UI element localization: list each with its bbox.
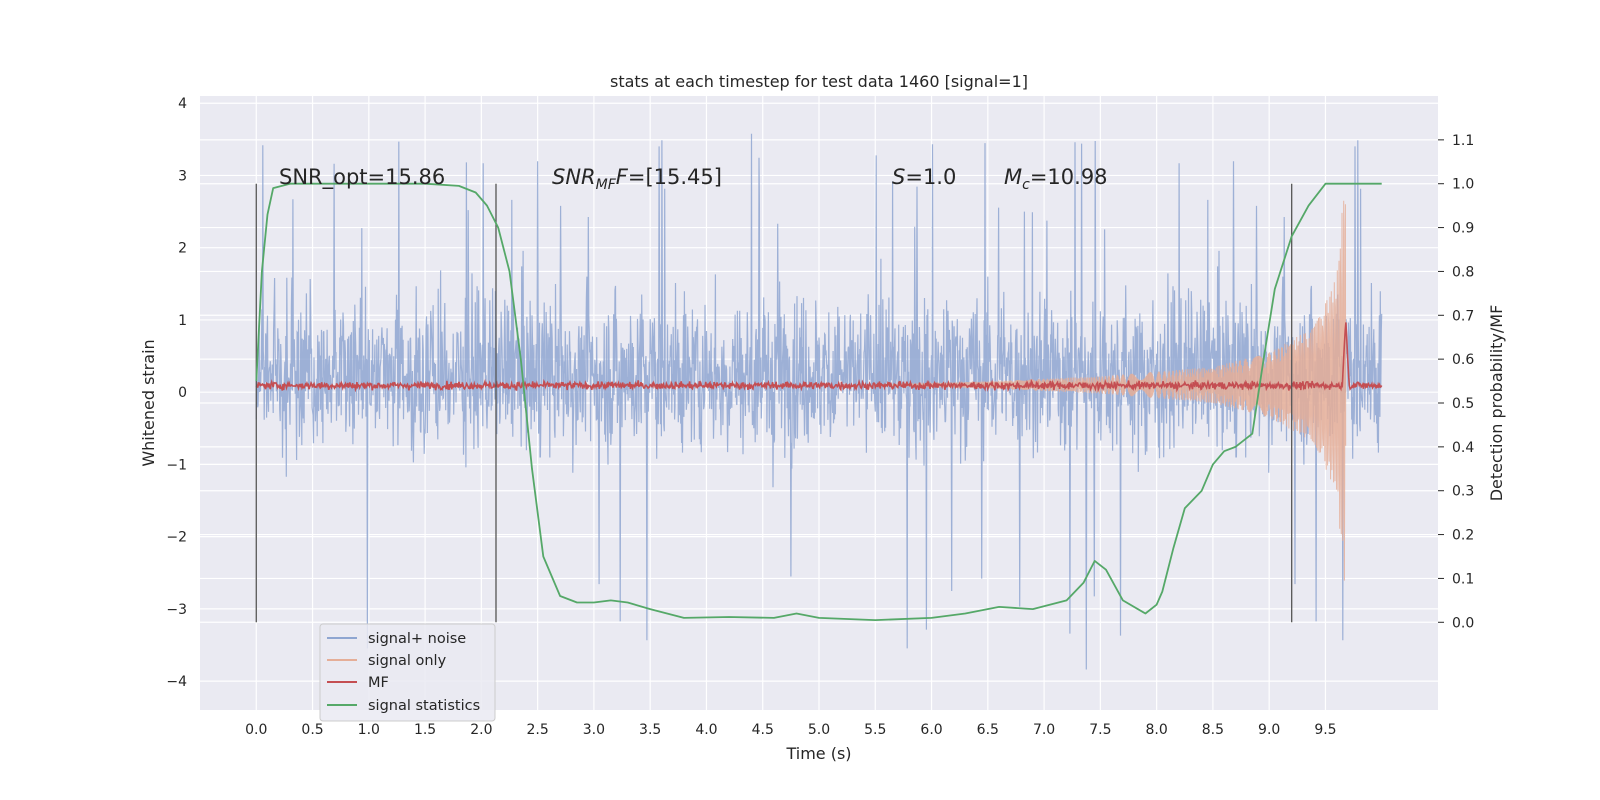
- annotation-mc-base: M: [1004, 165, 1022, 189]
- series-signal-statistics: [255, 182, 1382, 621]
- x-tick-label: 6.5: [977, 722, 999, 738]
- chart-title: stats at each timestep for test data 146…: [610, 72, 1028, 91]
- y-left-tick-label: −2: [166, 530, 187, 546]
- y-left-tick-label: 0: [178, 385, 187, 401]
- y-right-tick-label: 0.8: [1452, 264, 1474, 280]
- x-tick-label: 4.0: [695, 722, 717, 738]
- legend-label-mf: MF: [368, 675, 389, 691]
- y-right-tick-label: 0.4: [1452, 440, 1474, 456]
- y-left-tick-label: −3: [166, 602, 187, 618]
- y-right-tick-label: 0.9: [1452, 221, 1474, 237]
- annotation-snr-mf-f: F: [616, 165, 629, 189]
- legend-box: [319, 623, 496, 722]
- x-tick-label: 8.5: [1202, 722, 1224, 738]
- y-left-tick-label: 1: [178, 313, 187, 329]
- annotation-mc-sub: c: [1022, 177, 1030, 193]
- annotation-snr-opt: SNR_opt=15.86: [279, 165, 445, 190]
- annotation-snr-mf-sub: MF: [596, 177, 617, 193]
- x-tick-label: 7.0: [1033, 722, 1055, 738]
- x-tick-label: 6.0: [920, 722, 942, 738]
- annotation-snr-mf: SNRMFF=[15.45]: [552, 165, 722, 193]
- y-left-tick-label: −1: [166, 457, 187, 473]
- x-tick-label: 1.0: [358, 722, 380, 738]
- x-tick-label: 2.5: [527, 722, 549, 738]
- y-right-tick-label: 0.6: [1452, 352, 1474, 368]
- y-right-tick-label: 1.1: [1452, 133, 1474, 149]
- annotation-mc: Mc=10.98: [1004, 165, 1108, 193]
- y-right-axis-title: Detection probability/MF: [1487, 305, 1506, 502]
- vertical-markers: [255, 183, 1293, 623]
- x-tick-label: 9.5: [1314, 722, 1336, 738]
- y-right-tick-label: 0.2: [1452, 528, 1474, 544]
- x-tick-label: 2.0: [470, 722, 492, 738]
- y-right-tick-label: 0.7: [1452, 308, 1474, 324]
- x-tick-label: 0.0: [245, 722, 267, 738]
- annotation-mc-value: =10.98: [1030, 165, 1108, 189]
- legend-label-signal-statistics: signal statistics: [368, 698, 480, 714]
- signal-statistics-line: [255, 182, 1382, 621]
- x-tick-label: 5.0: [808, 722, 830, 738]
- y-left-tick-label: −4: [166, 674, 187, 690]
- x-tick-label: 5.5: [864, 722, 886, 738]
- y-right-tick-label: 0.5: [1452, 396, 1474, 412]
- x-axis-title: Time (s): [785, 744, 851, 763]
- x-tick-label: 0.5: [301, 722, 323, 738]
- legend-label-signal-only: signal only: [368, 653, 447, 669]
- annotation-s: S=1.0: [892, 165, 956, 189]
- x-tick-label: 9.0: [1258, 722, 1280, 738]
- y-right-tick-label: 0.3: [1452, 484, 1474, 500]
- y-left-tick-labels: 4 3 2 1 0 −1 −2 −3 −4: [166, 96, 187, 690]
- x-tick-label: 8.0: [1146, 722, 1168, 738]
- x-tick-labels: 0.0 0.5 1.0 1.5 2.0 2.5 3.0 3.5 4.0 4.5 5.0 5.5 6.0 6…: [245, 722, 1336, 738]
- x-tick-label: 3.0: [583, 722, 605, 738]
- annotation-s-base: S: [892, 165, 905, 189]
- x-tick-label: 1.5: [414, 722, 436, 738]
- x-tick-label: 3.5: [639, 722, 661, 738]
- y-left-tick-label: 4: [178, 96, 187, 112]
- legend-label-signal-noise: signal+ noise: [368, 631, 466, 647]
- x-tick-label: 4.5: [752, 722, 774, 738]
- annotation-snr-mf-base: SNR: [552, 165, 596, 189]
- y-right-tick-label: 1.0: [1452, 177, 1474, 193]
- mf-line: [255, 322, 1383, 393]
- series-mf: [255, 322, 1383, 393]
- y-left-axis-title: Whitened strain: [139, 339, 158, 466]
- y-left-tick-label: 3: [178, 168, 187, 184]
- legend: signal+ noise signal only MF signal stat…: [319, 623, 496, 722]
- y-left-tick-label: 2: [178, 241, 187, 257]
- x-tick-label: 7.5: [1089, 722, 1111, 738]
- y-right-tick-labels: 1.1 1.0 0.9 0.8 0.7 0.6 0.5 0.4 0.3 0.2 0.1 0.0: [1438, 133, 1474, 631]
- annotation-s-value: =1.0: [905, 165, 956, 189]
- annotation-snr-mf-value: =[15.45]: [628, 165, 722, 189]
- y-right-tick-label: 0.0: [1452, 615, 1474, 631]
- y-right-tick-label: 0.1: [1452, 571, 1474, 587]
